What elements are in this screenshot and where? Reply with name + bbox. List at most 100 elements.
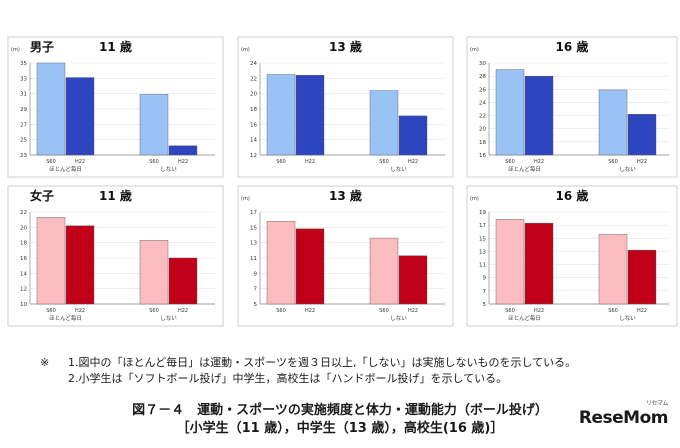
x-tick-label: H22: [534, 159, 544, 165]
x-tick-label: H22: [75, 308, 85, 314]
chart-subtitle: 13 歳: [329, 39, 362, 54]
notes: ※ 1.図中の「ほとんど毎日」は運動・スポーツを週３日以上,「しない」は実施しない…: [40, 355, 576, 387]
group-label: しない: [619, 315, 636, 322]
x-tick-label: S60: [149, 308, 159, 314]
y-tick-label: 18: [20, 241, 27, 247]
y-tick-label: 16: [250, 122, 257, 128]
x-tick-label: H22: [75, 159, 85, 165]
y-tick-label: 22: [20, 210, 27, 216]
y-tick-label: 17: [479, 223, 486, 229]
y-tick-label: 12: [20, 287, 27, 293]
unit-label: (m): [470, 47, 479, 53]
bar-h22: [627, 114, 657, 156]
chart-subtitle: 11 歳: [99, 39, 132, 54]
y-tick-label: 18: [250, 107, 257, 113]
y-tick-label: 14: [250, 138, 257, 144]
chart-subtitle: 16 歳: [556, 39, 589, 54]
bar-s60: [36, 217, 66, 305]
caption-line-1: 図７－４ 運動・スポーツの実施頻度と体力・運動能力（ボール投げ）: [132, 403, 548, 418]
x-tick-label: S60: [608, 159, 618, 165]
bar-h22: [65, 225, 95, 305]
y-tick-label: 9: [254, 271, 258, 277]
bar-h22: [65, 77, 95, 156]
y-tick-label: 11: [479, 263, 486, 269]
y-tick-label: 19: [479, 210, 486, 216]
bar-s60: [598, 234, 628, 305]
x-tick-label: S60: [505, 308, 515, 314]
chart-subtitle: 13 歳: [329, 188, 362, 203]
y-tick-label: 35: [20, 61, 27, 67]
group-label: しない: [619, 166, 636, 173]
y-tick-label: 9: [483, 276, 487, 282]
y-tick-label: 7: [483, 289, 487, 295]
bar-h22: [524, 75, 554, 156]
y-tick-label: 28: [479, 74, 486, 80]
x-tick-label: H22: [178, 308, 188, 314]
y-tick-label: 5: [483, 302, 487, 308]
y-tick-label: 33: [20, 76, 27, 82]
y-tick-label: 13: [479, 249, 486, 255]
x-tick-label: S60: [608, 308, 618, 314]
y-tick-label: 18: [479, 140, 486, 146]
bar-h22: [524, 222, 554, 305]
bar-h22: [398, 115, 428, 156]
y-tick-label: 16: [479, 153, 486, 159]
group-label: ほとんど毎日: [508, 165, 541, 173]
y-tick-label: 24: [250, 61, 257, 67]
bar-s60: [139, 94, 169, 156]
bar-s60: [495, 69, 525, 156]
x-tick-label: H22: [178, 159, 188, 165]
resemom-logo: リセマム ReseMom: [579, 400, 669, 428]
y-tick-label: 15: [479, 236, 486, 242]
y-tick-label: 14: [20, 271, 27, 277]
y-tick-label: 31: [20, 92, 27, 98]
y-tick-label: 10: [20, 302, 27, 308]
group-label: ほとんど毎日: [49, 165, 82, 173]
group-label: しない: [390, 166, 407, 173]
group-label: しない: [390, 315, 407, 322]
logo-kana: リセマム: [645, 400, 669, 407]
y-tick-label: 11: [250, 256, 257, 262]
x-tick-label: S60: [379, 308, 389, 314]
caption-line-2: ［小学生（11 歳），中学生（13 歳），高校生(16 歳)］: [176, 421, 504, 436]
chart-subtitle: 16 歳: [556, 188, 589, 203]
x-tick-label: H22: [534, 308, 544, 314]
y-tick-label: 22: [479, 114, 486, 120]
y-tick-label: 20: [20, 225, 27, 231]
y-tick-label: 5: [254, 302, 258, 308]
bar-s60: [266, 220, 296, 305]
y-tick-label: 7: [254, 287, 258, 293]
x-tick-label: S60: [505, 159, 515, 165]
bar-s60: [266, 74, 296, 156]
chart-title: 男子: [30, 40, 54, 54]
bar-h22: [627, 249, 657, 305]
bar-s60: [369, 237, 399, 305]
y-tick-label: 23: [20, 153, 27, 159]
x-tick-label: S60: [276, 159, 286, 165]
group-label: しない: [160, 315, 177, 322]
x-tick-label: H22: [408, 308, 418, 314]
x-tick-label: S60: [149, 159, 159, 165]
y-tick-label: 20: [479, 127, 486, 133]
unit-label: (m): [241, 47, 250, 53]
x-tick-label: S60: [379, 159, 389, 165]
bar-h22: [168, 145, 198, 156]
x-tick-label: H22: [637, 308, 647, 314]
note-line-2: 2.小学生は「ソフトボール投げ」中学生，高校生は「ハンドボール投げ」を示している…: [68, 372, 508, 385]
group-label: ほとんど毎日: [508, 314, 541, 322]
y-tick-label: 29: [20, 107, 27, 113]
y-tick-label: 24: [479, 100, 486, 106]
figure-caption: 図７－４ 運動・スポーツの実施頻度と体力・運動能力（ボール投げ） ［小学生（11…: [0, 402, 680, 438]
x-tick-label: H22: [305, 159, 315, 165]
chart-title: 女子: [30, 188, 54, 203]
y-tick-label: 12: [250, 153, 257, 159]
bar-h22: [295, 75, 325, 156]
y-tick-label: 20: [250, 92, 257, 98]
unit-label: (m): [241, 196, 250, 202]
y-tick-label: 25: [20, 138, 27, 144]
note-mark: ※: [40, 356, 50, 369]
